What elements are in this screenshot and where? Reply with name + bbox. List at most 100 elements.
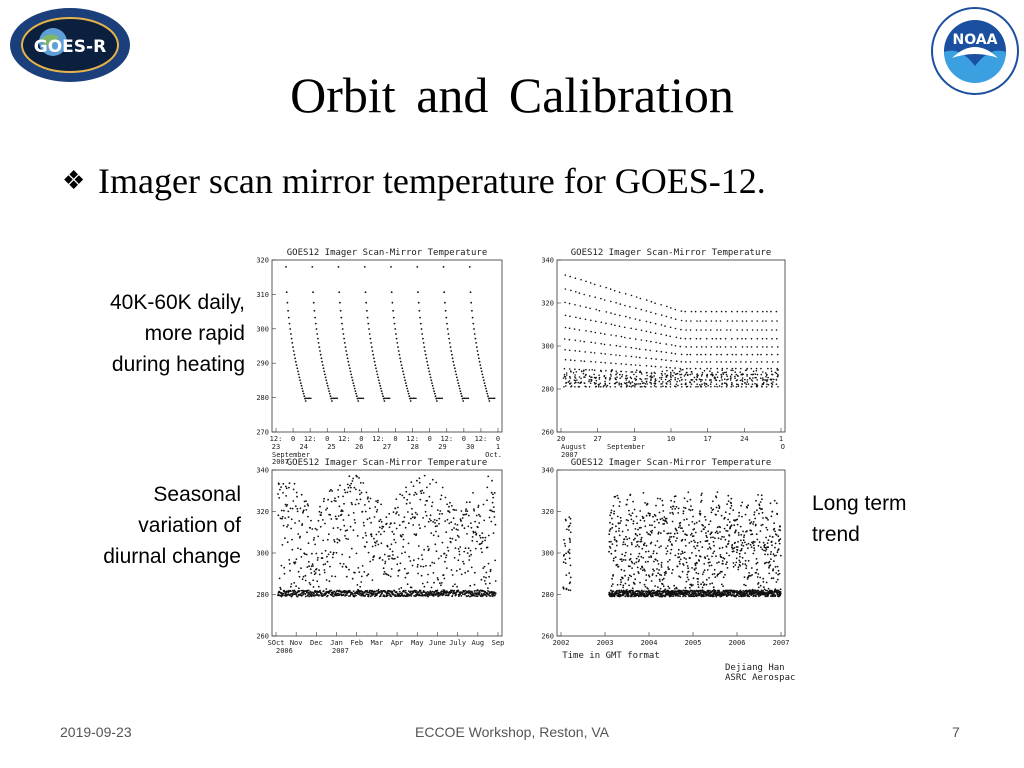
data-point <box>728 554 731 557</box>
data-point <box>642 556 645 559</box>
data-point <box>568 529 570 531</box>
data-point <box>282 492 284 494</box>
data-point <box>328 580 331 583</box>
data-point <box>491 510 494 513</box>
data-point <box>697 581 699 583</box>
data-point <box>670 359 672 362</box>
data-point <box>369 560 372 563</box>
data-point <box>729 377 732 379</box>
data-point <box>600 342 602 345</box>
data-point <box>574 350 576 352</box>
data-point <box>647 560 649 563</box>
data-point <box>650 357 653 360</box>
data-point <box>353 595 356 598</box>
data-point <box>293 582 296 584</box>
data-point <box>659 580 661 582</box>
data-point <box>622 543 624 546</box>
data-point <box>638 559 641 561</box>
data-point <box>444 496 447 499</box>
data-point <box>630 355 633 358</box>
data-point <box>653 520 656 523</box>
data-point <box>626 545 629 547</box>
data-point <box>288 559 291 561</box>
data-point <box>580 370 583 372</box>
data-point <box>422 492 425 494</box>
data-point <box>617 522 620 525</box>
bullet-text: Imager scan mirror temperature for GOES-… <box>98 161 766 201</box>
data-point <box>661 376 663 379</box>
x-tick-label: 12: <box>475 435 488 443</box>
data-point <box>724 346 727 348</box>
data-point <box>754 373 757 375</box>
data-point <box>410 586 413 589</box>
data-point <box>712 552 715 555</box>
data-point <box>368 517 371 519</box>
data-point <box>760 524 763 527</box>
data-point <box>382 395 384 398</box>
data-point <box>323 569 326 571</box>
data-point <box>412 397 415 400</box>
data-point <box>479 515 481 518</box>
data-point <box>746 375 748 377</box>
data-point <box>757 589 759 592</box>
data-point <box>574 304 576 306</box>
data-point <box>296 495 298 498</box>
data-point <box>689 329 692 331</box>
data-point <box>653 375 655 377</box>
data-point <box>469 584 472 587</box>
data-point <box>676 372 679 375</box>
data-point <box>478 357 480 360</box>
data-point <box>686 534 688 536</box>
data-point <box>674 588 676 590</box>
x-day-label: 26 <box>355 443 363 451</box>
y-tick-label: 300 <box>541 550 554 558</box>
data-point <box>644 383 647 385</box>
data-point <box>401 367 404 370</box>
data-point <box>428 591 430 594</box>
data-point <box>628 537 631 540</box>
data-point <box>660 378 663 381</box>
data-point <box>312 539 315 541</box>
data-point <box>305 553 308 556</box>
data-point <box>631 562 634 564</box>
data-point <box>765 376 767 378</box>
data-point <box>317 585 320 588</box>
data-point <box>572 372 575 374</box>
data-point <box>674 345 677 347</box>
data-point <box>758 595 760 598</box>
data-point <box>349 490 352 493</box>
data-point <box>751 310 753 313</box>
data-point <box>303 500 306 503</box>
data-point <box>434 395 437 398</box>
data-point <box>754 517 757 520</box>
data-point <box>492 506 495 508</box>
data-point <box>624 595 627 598</box>
data-point <box>450 350 453 352</box>
data-point <box>770 310 772 313</box>
data-point <box>624 582 627 585</box>
data-point <box>302 575 305 578</box>
data-point <box>477 353 480 356</box>
data-point <box>302 390 304 392</box>
data-point <box>680 353 683 356</box>
data-point <box>630 575 633 578</box>
data-point <box>296 507 299 510</box>
data-point <box>610 323 613 326</box>
data-point <box>455 569 458 572</box>
data-point <box>719 526 722 529</box>
data-point <box>685 518 688 521</box>
data-point <box>747 559 750 562</box>
data-point <box>746 530 748 532</box>
data-point <box>580 382 582 384</box>
data-point <box>699 512 702 515</box>
data-point <box>700 530 703 533</box>
data-point <box>563 373 566 376</box>
data-point <box>643 385 646 388</box>
data-point <box>344 346 347 348</box>
data-point <box>331 575 333 577</box>
data-point <box>574 386 576 388</box>
data-point <box>679 337 682 340</box>
data-point <box>578 329 581 331</box>
data-point <box>599 382 601 385</box>
data-point <box>683 497 686 500</box>
